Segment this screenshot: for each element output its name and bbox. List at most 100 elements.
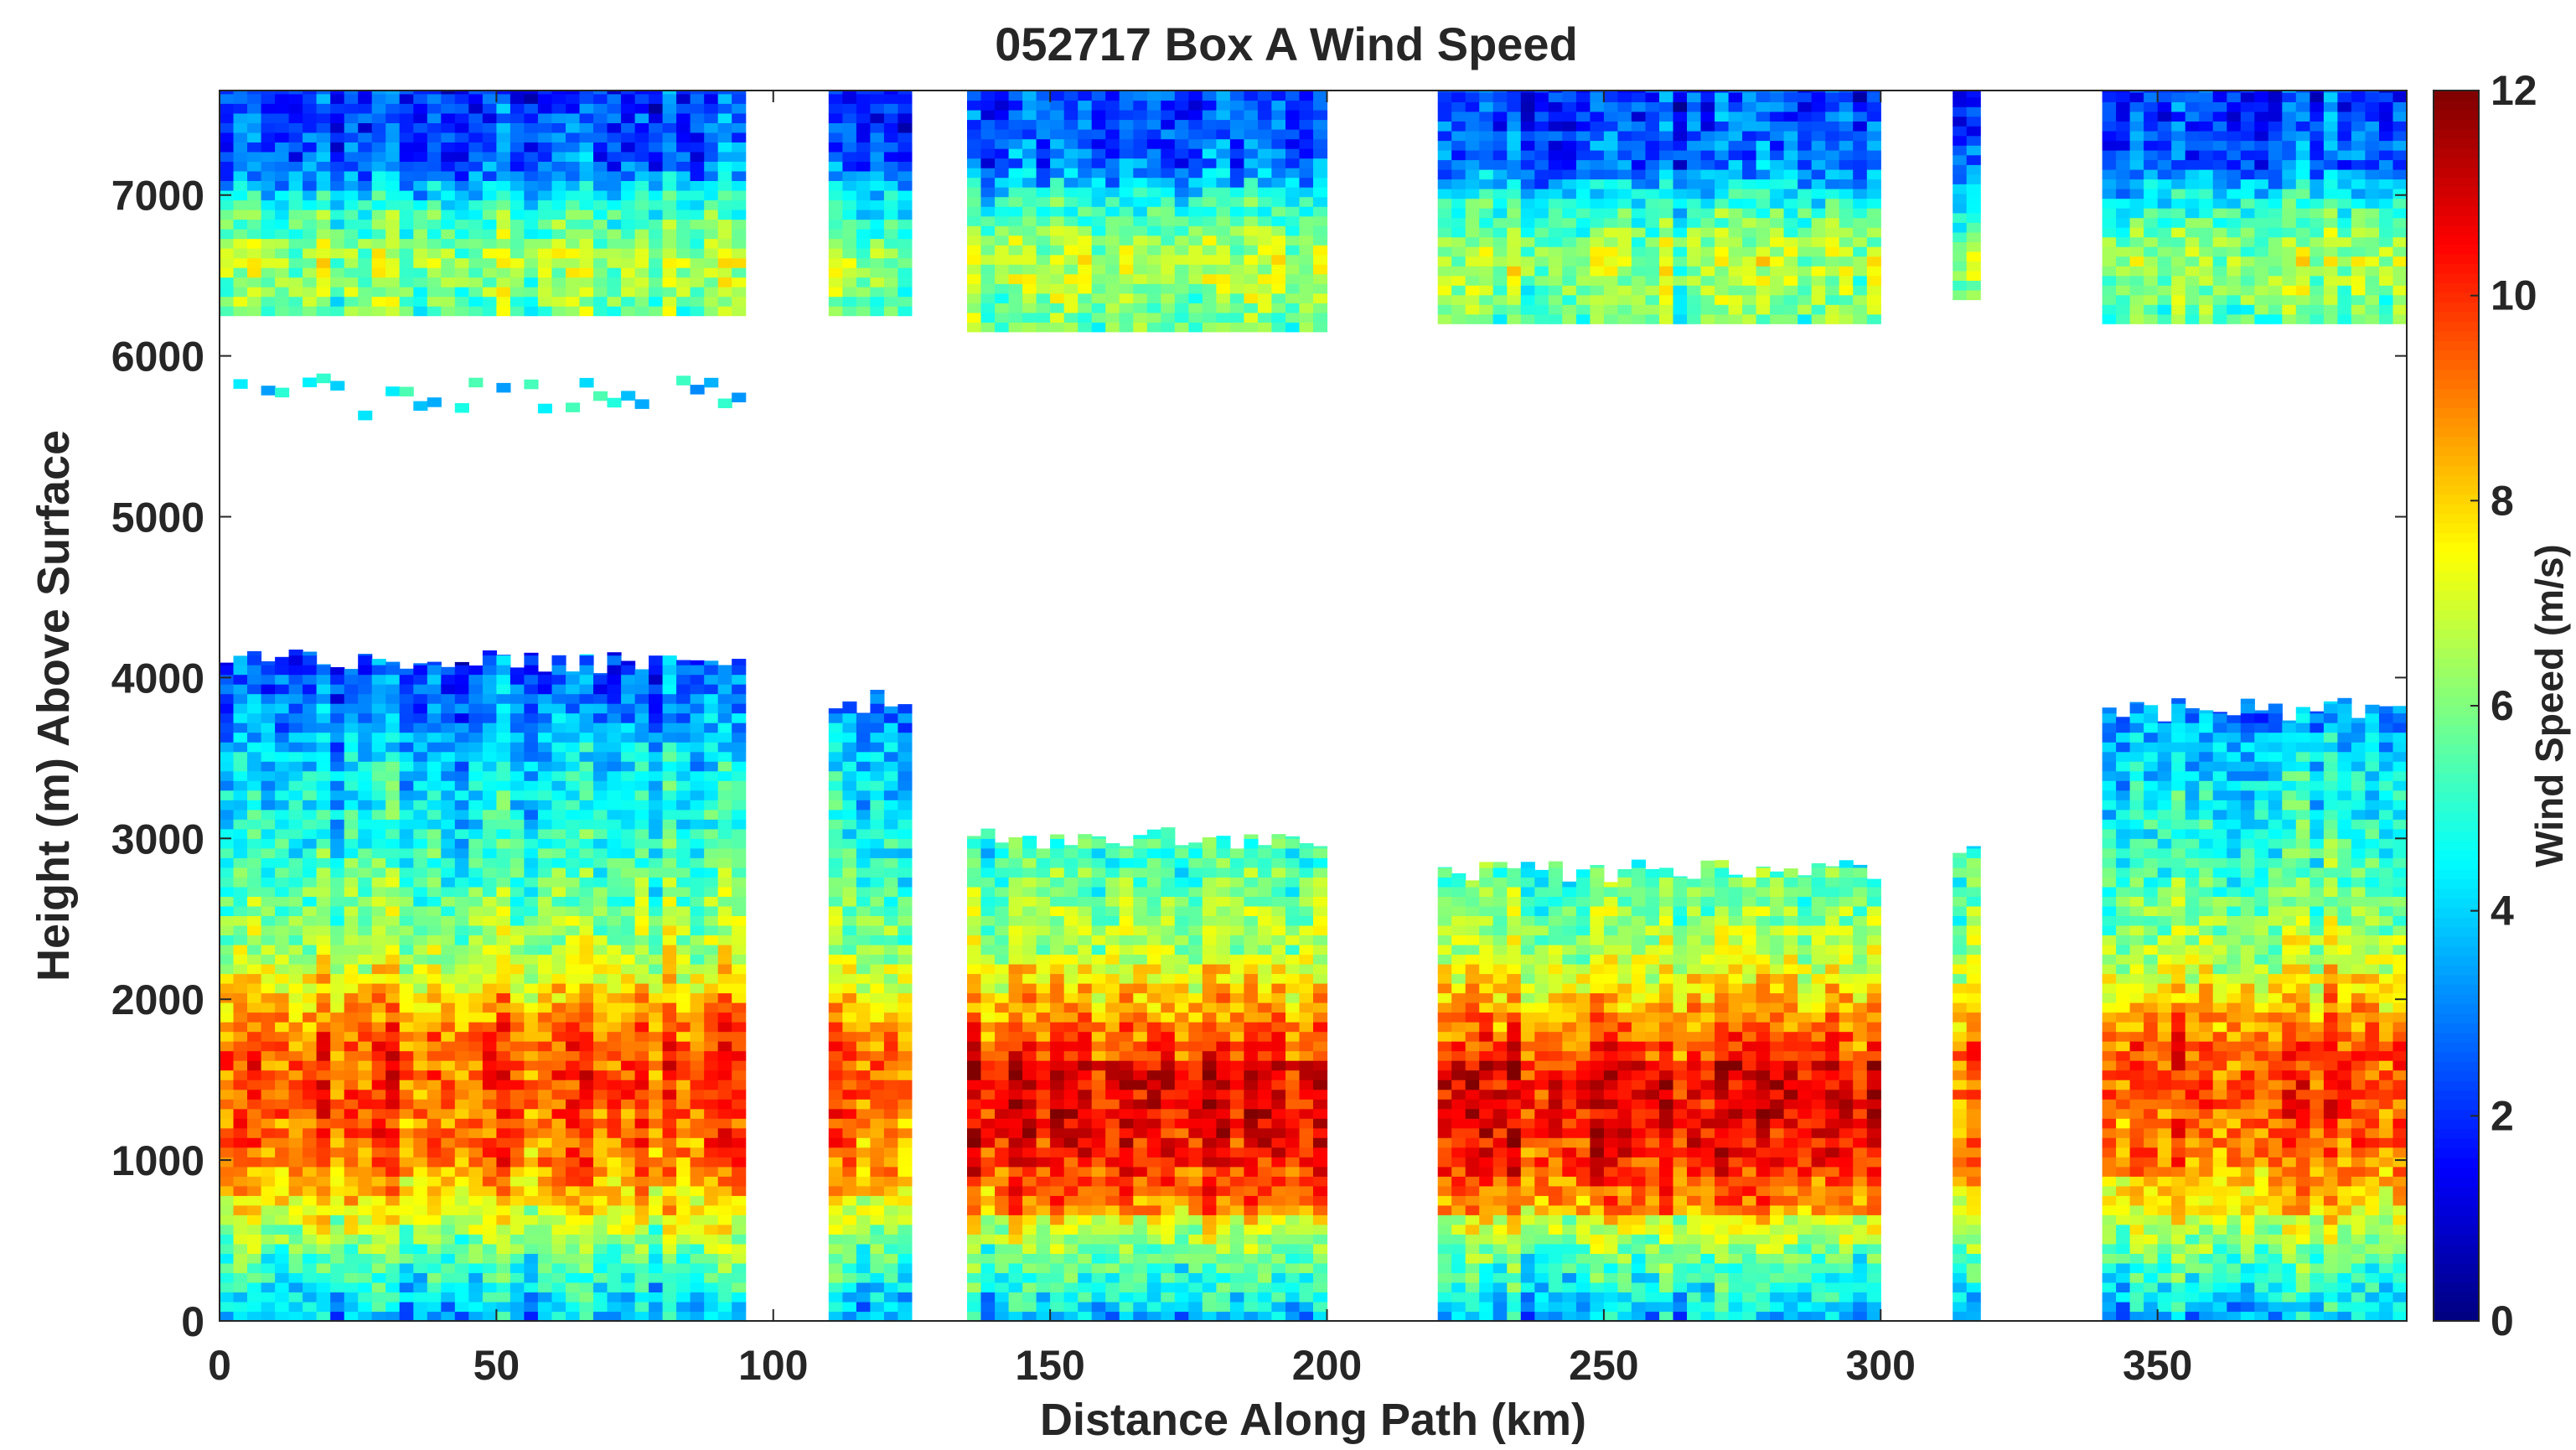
heatmap-cell [247, 915, 262, 926]
heatmap-cell [551, 886, 566, 897]
heatmap-cell [247, 983, 262, 994]
heatmap-cell [247, 973, 262, 984]
chart-title: 052717 Box A Wind Speed [995, 18, 1578, 70]
heatmap-cell [358, 410, 373, 421]
heatmap-cell [496, 1176, 511, 1187]
heatmap-cell [288, 838, 303, 849]
heatmap-cell [524, 780, 539, 791]
heatmap-cell [510, 896, 525, 907]
heatmap-cell [662, 277, 677, 287]
heatmap-cell [1091, 1302, 1106, 1313]
heatmap-cell [995, 1089, 1010, 1100]
heatmap-cell [870, 190, 885, 201]
heatmap-cell [1008, 896, 1023, 907]
heatmap-cell [468, 1060, 484, 1071]
heatmap-cell [413, 1060, 428, 1071]
heatmap-cell [385, 703, 401, 714]
heatmap-cell [399, 896, 414, 907]
heatmap-cell [634, 238, 649, 249]
heatmap-cell [828, 1041, 843, 1052]
heatmap-cell [220, 712, 235, 723]
heatmap-cell [980, 168, 996, 179]
heatmap-cell [233, 1176, 248, 1187]
heatmap-cell [870, 751, 885, 762]
heatmap-cell [482, 1157, 497, 1168]
heatmap-cell [662, 964, 677, 975]
heatmap-cell [1078, 100, 1093, 111]
heatmap-cell [732, 1253, 747, 1264]
heatmap-cell [1091, 293, 1106, 303]
heatmap-cell [1078, 254, 1093, 265]
heatmap-cell [303, 665, 318, 676]
heatmap-cell [676, 973, 691, 984]
heatmap-cell [496, 732, 511, 743]
heatmap-cell [385, 838, 401, 849]
heatmap-cell [330, 122, 345, 133]
heatmap-cell [288, 693, 303, 704]
heatmap-cell [537, 238, 552, 249]
heatmap-cell [330, 1292, 345, 1302]
heatmap-cell [883, 857, 898, 868]
heatmap-cell [579, 1137, 594, 1148]
heatmap-cell [427, 112, 442, 123]
heatmap-cell [649, 132, 664, 142]
heatmap-cells [220, 91, 2408, 1322]
heatmap-cell [247, 1012, 262, 1023]
heatmap-cell [510, 306, 525, 317]
heatmap-cell [496, 655, 511, 665]
heatmap-cell [566, 973, 581, 984]
heatmap-cell [1119, 992, 1134, 1003]
heatmap-cell [247, 964, 262, 975]
heatmap-cell [427, 151, 442, 162]
heatmap-cell [261, 112, 276, 123]
heatmap-cell [330, 867, 345, 878]
heatmap-cell [883, 1080, 898, 1090]
heatmap-cell [690, 1157, 705, 1168]
heatmap-cell [233, 1292, 248, 1302]
heatmap-cell [261, 732, 276, 743]
heatmap-cell [566, 915, 581, 926]
heatmap-cell [358, 935, 373, 945]
heatmap-cell [1119, 857, 1134, 868]
heatmap-cell [316, 122, 331, 133]
heatmap-cell [870, 800, 885, 810]
heatmap-cell [1063, 245, 1079, 256]
heatmap-cell [303, 1234, 318, 1245]
heatmap-cell [496, 992, 511, 1003]
heatmap-cell [496, 1002, 511, 1013]
heatmap-cell [510, 132, 525, 142]
heatmap-cell [330, 877, 345, 888]
heatmap-cell [897, 1204, 913, 1215]
heatmap-cell [247, 103, 262, 114]
heatmap-cell [690, 1292, 705, 1302]
heatmap-cell [537, 1185, 552, 1196]
heatmap-cell [468, 1002, 484, 1013]
heatmap-cell [856, 857, 871, 868]
heatmap-cell [1063, 1118, 1079, 1129]
heatmap-cell [995, 206, 1010, 217]
heatmap-cell [593, 1195, 608, 1206]
heatmap-cell [1078, 1195, 1093, 1206]
heatmap-cell [510, 229, 525, 240]
heatmap-cell [1050, 1069, 1065, 1080]
heatmap-cell [537, 877, 552, 888]
heatmap-cell [607, 1195, 622, 1206]
heatmap-cell [883, 1012, 898, 1023]
heatmap-cell [454, 210, 469, 220]
heatmap-cell [454, 665, 469, 676]
heatmap-cell [247, 142, 262, 153]
heatmap-cell [870, 1214, 885, 1225]
heatmap-cell [275, 838, 290, 849]
heatmap-cell [704, 1166, 719, 1177]
heatmap-cell [358, 1041, 373, 1052]
heatmap-cell [303, 103, 318, 114]
heatmap-cell [1008, 100, 1023, 111]
heatmap-cell [732, 132, 747, 142]
heatmap-cell [828, 296, 843, 307]
heatmap-cell [1078, 1185, 1093, 1196]
heatmap-cell [593, 199, 608, 210]
heatmap-cell [634, 229, 649, 240]
heatmap-cell [1091, 215, 1106, 226]
heatmap-cell [288, 1302, 303, 1313]
heatmap-cell [551, 1214, 566, 1225]
